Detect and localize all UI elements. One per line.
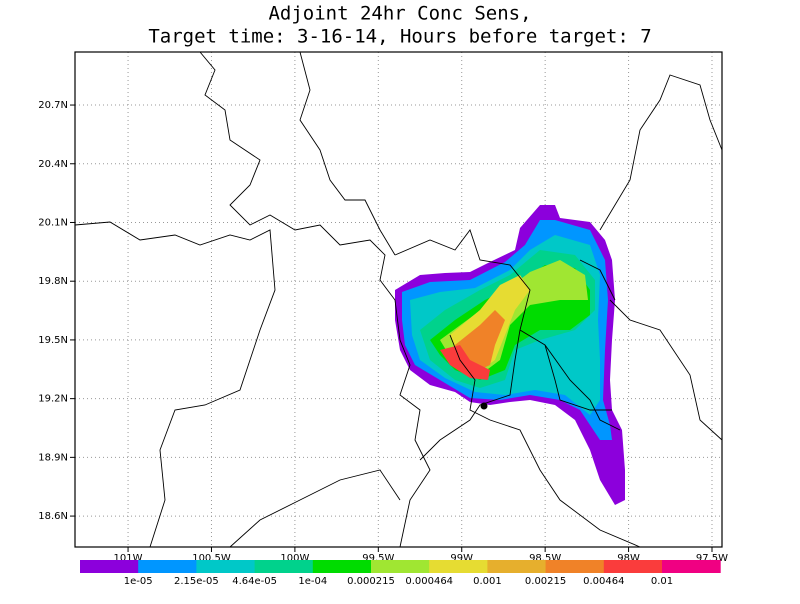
x-tick-label: 98.5W: [529, 553, 561, 564]
x-tick-label: 100.5W: [192, 553, 231, 564]
colorbar-label: 0.00464: [583, 576, 624, 587]
y-tick-label: 18.6N: [38, 511, 68, 522]
y-tick-label: 18.9N: [38, 452, 68, 463]
x-tick-label: 100W: [280, 553, 309, 564]
colorbar-label: 1e-04: [298, 576, 327, 587]
y-tick-label: 19.5N: [38, 335, 68, 346]
colorbar-label: 2.15e-05: [174, 576, 219, 587]
colorbar-swatch: [603, 560, 663, 573]
y-tick-label: 19.2N: [38, 394, 68, 405]
colorbar-swatch: [80, 560, 139, 573]
colorbar-swatch: [429, 560, 488, 573]
colorbar-label: 0.001: [473, 576, 502, 587]
y-tick-label: 20.4N: [38, 159, 68, 170]
colorbar-swatch: [662, 560, 721, 573]
colorbar-swatch: [138, 560, 197, 573]
colorbar-swatch: [487, 560, 547, 573]
x-tick-label: 99W: [450, 553, 473, 564]
x-tick-label: 98W: [617, 553, 640, 564]
borders: [74, 51, 723, 548]
colorbar-label: 0.01: [651, 576, 673, 587]
colorbar-swatch: [545, 560, 605, 573]
colorbar-label: 0.000215: [347, 576, 395, 587]
x-tick-label: 97.5W: [696, 553, 728, 564]
y-tick-label: 19.8N: [38, 276, 68, 287]
y-tick-label: 20.7N: [38, 100, 68, 111]
colorbar-label: 1e-05: [124, 576, 153, 587]
colorbar-swatch: [196, 560, 256, 573]
colorbar-swatch: [371, 560, 430, 573]
colorbar-label: 4.64e-05: [232, 576, 277, 587]
colorbar-label: 0.000464: [405, 576, 453, 587]
title: Adjoint 24hr Conc Sens,: [268, 3, 531, 25]
title: Target time: 3-16-14, Hours before targe…: [148, 26, 651, 48]
colorbar-swatch: [312, 560, 372, 573]
colorbar-swatch: [254, 560, 314, 573]
map-frame: [74, 51, 723, 548]
x-tick-label: 101W: [114, 553, 143, 564]
target-point: [480, 402, 488, 410]
x-tick-label: 99.5W: [362, 553, 394, 564]
contour: [440, 345, 490, 380]
y-tick-label: 20.1N: [38, 217, 68, 228]
colorbar-label: 0.00215: [525, 576, 566, 587]
